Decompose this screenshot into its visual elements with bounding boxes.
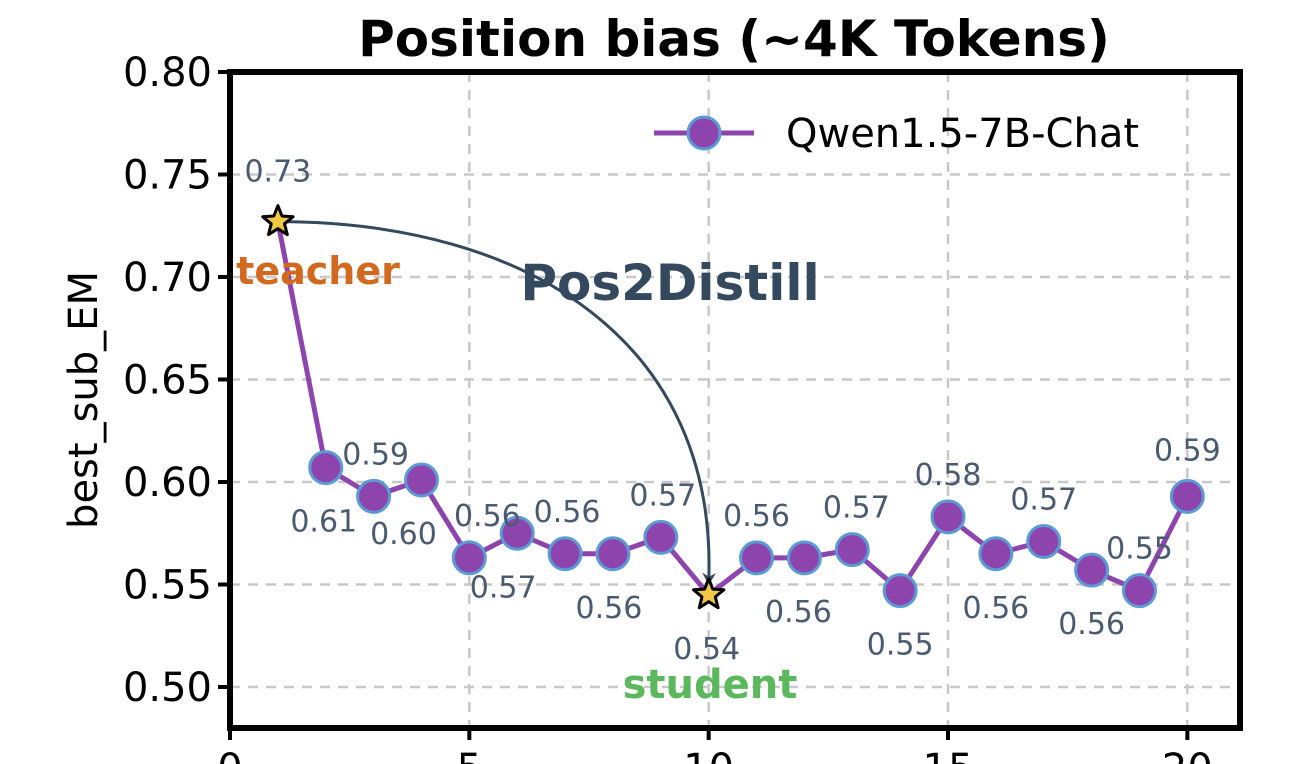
data-label: 0.57 [470,570,537,605]
data-label: 0.60 [370,517,437,552]
data-label: 0.73 [244,155,311,190]
legend-marker [686,115,722,151]
data-labels: 0.73 0.61 0.59 0.60 0.56 0.57 0.56 0.56 0.57 0.54… [244,155,1220,667]
data-label: 0.61 [290,505,357,540]
x-tick-label: 15 [923,746,974,764]
data-point [1026,523,1062,559]
legend-label: Qwen1.5-7B-Chat [786,111,1139,157]
data-point [834,532,870,568]
y-tick-label: 0.80 [123,50,212,96]
data-label: 0.55 [867,628,934,663]
data-label: 0.56 [534,495,601,530]
y-tick-label: 0.55 [123,563,212,609]
x-tick-label: 0 [217,746,242,764]
chart-title: Position bias (~4K Tokens) [358,10,1110,68]
x-tick-label: 20 [1162,746,1213,764]
data-label: 0.56 [576,591,643,626]
data-point [643,519,679,555]
data-label: 0.58 [915,458,982,493]
y-tick-label: 0.50 [123,665,212,711]
y-tick-label: 0.60 [123,460,212,506]
y-tick-label: 0.70 [123,255,212,301]
star-marker [261,204,295,237]
series-qwen [261,204,1205,610]
y-tick-label: 0.65 [123,358,212,404]
data-point [1169,478,1205,514]
data-label: 0.56 [454,499,521,534]
data-point [739,540,775,576]
data-label: 0.55 [1106,532,1173,567]
data-label: 0.57 [629,478,696,513]
data-point [930,499,966,535]
data-point [547,536,583,572]
legend: Qwen1.5-7B-Chat [654,111,1139,157]
data-label: 0.56 [962,591,1029,626]
star-marker [692,577,726,610]
data-point [499,515,535,551]
x-tick-label: 10 [683,746,734,764]
data-point [403,462,439,498]
data-point [1074,552,1110,588]
data-point [451,540,487,576]
data-point [356,478,392,514]
data-label: 0.56 [765,595,832,630]
data-label: 0.54 [673,632,740,667]
data-label: 0.59 [1154,433,1221,468]
data-label: 0.57 [823,491,890,526]
data-label: 0.59 [342,437,409,472]
data-point [308,450,344,486]
data-label: 0.56 [723,499,790,534]
teacher-label: teacher [236,249,400,293]
data-label: 0.57 [1010,482,1077,517]
y-axis-label: best_sub_EM [61,271,107,529]
student-label: student [623,662,798,708]
data-point [882,573,918,609]
pos2distill-arrow [277,220,717,585]
data-point [595,536,631,572]
y-tick-label: 0.75 [123,153,212,199]
data-point [786,540,822,576]
data-point [1121,573,1157,609]
plot-frame [227,69,1243,731]
data-label: 0.56 [1058,607,1125,642]
pos2distill-label: Pos2Distill [520,254,819,312]
x-tick-label: 5 [457,746,482,764]
data-point [978,536,1014,572]
